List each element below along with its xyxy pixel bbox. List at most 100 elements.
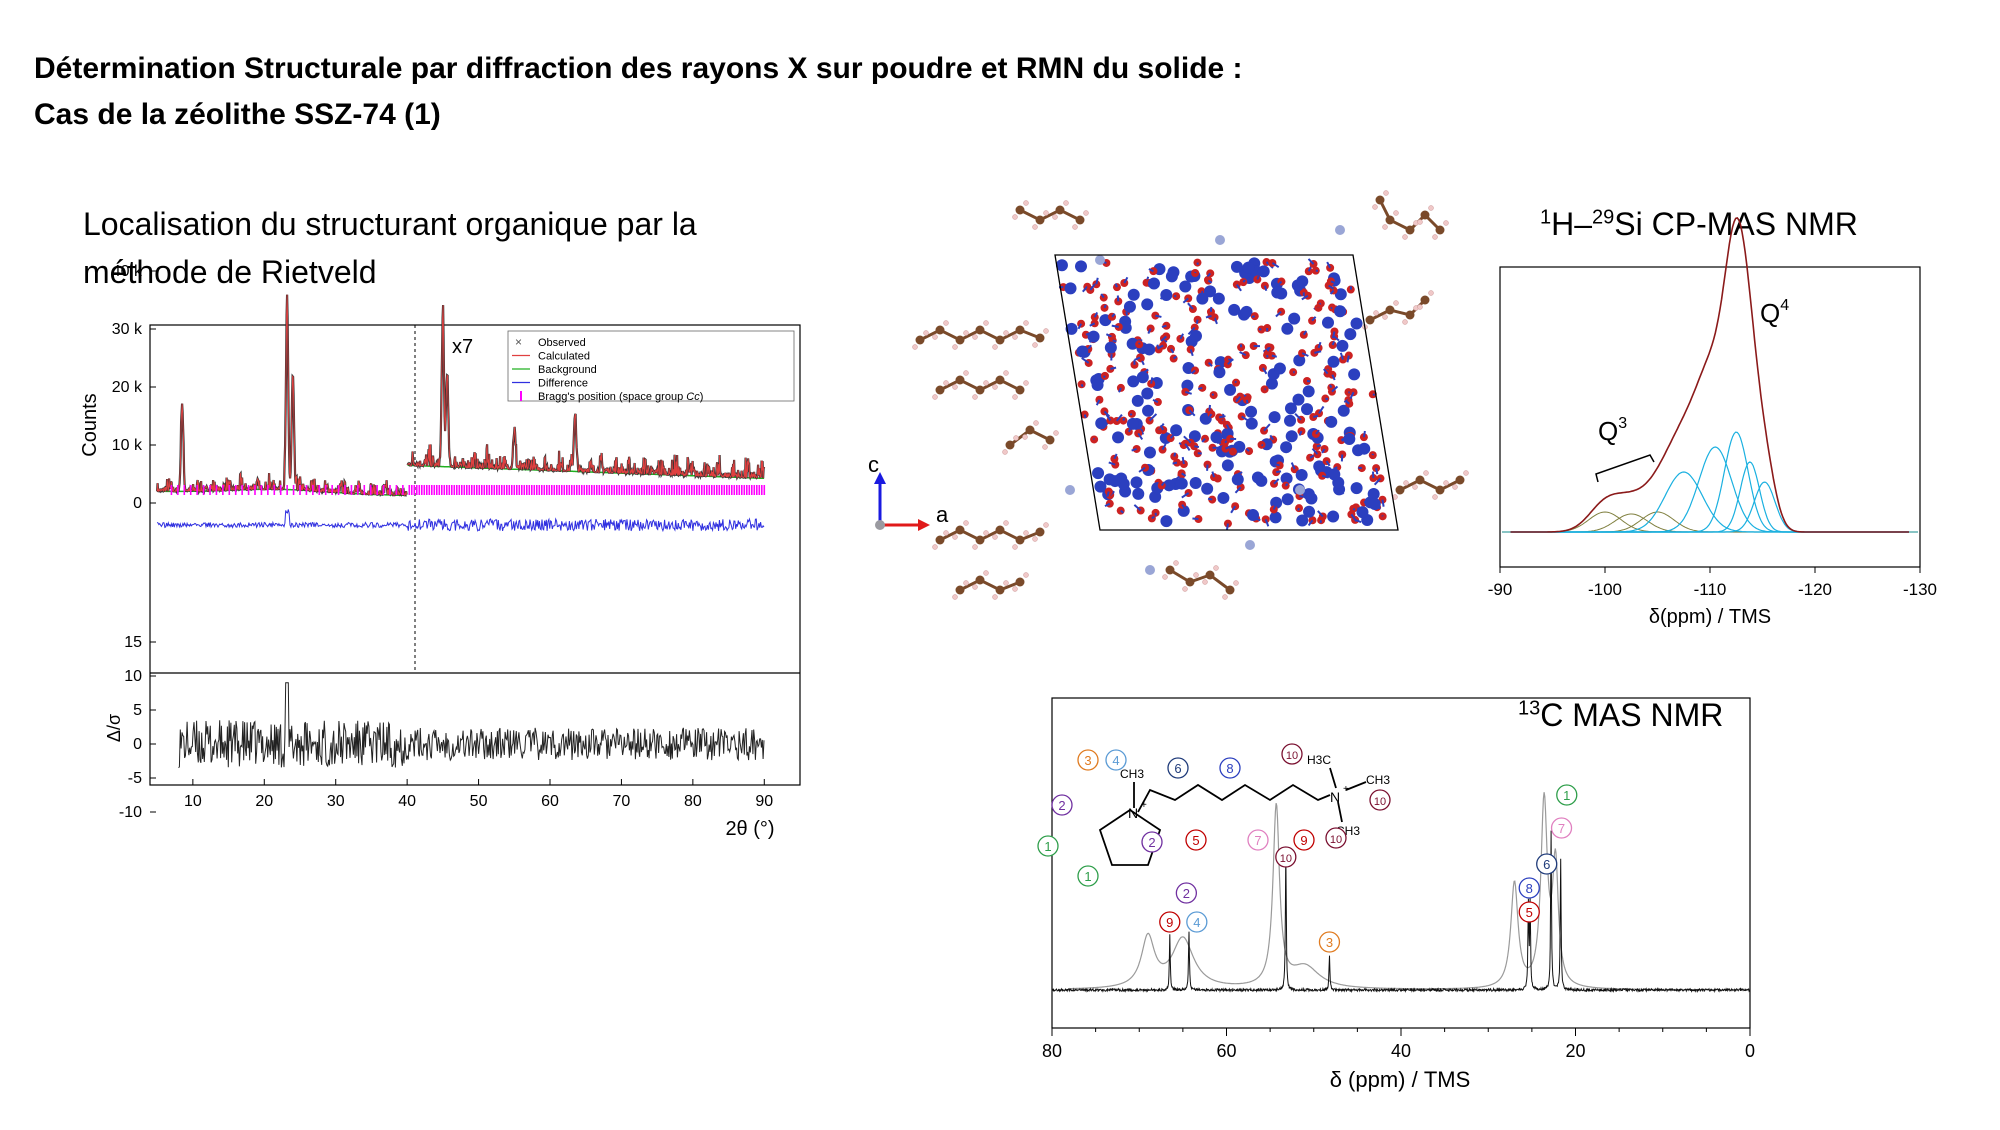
ch3-right: CH3 bbox=[1366, 773, 1390, 787]
silicon-atom bbox=[1343, 432, 1356, 445]
silicon-atom bbox=[1321, 316, 1334, 329]
hydrogen-atom bbox=[1003, 370, 1009, 376]
framework-bond bbox=[1263, 423, 1271, 432]
carbon-atom bbox=[1420, 210, 1430, 220]
hydrogen-atom bbox=[1173, 560, 1179, 566]
hydrogen-atom bbox=[1033, 420, 1039, 426]
framework-bond bbox=[1333, 335, 1340, 342]
molecule-label-text: 4 bbox=[1112, 753, 1119, 768]
framework-bond bbox=[1170, 348, 1175, 354]
framework-bond bbox=[1103, 410, 1111, 418]
framework-bond bbox=[1114, 283, 1118, 288]
silicon-atom bbox=[1231, 473, 1244, 486]
hydrogen-atom bbox=[963, 520, 969, 526]
c-nmr-xlabel: δ (ppm) / TMS bbox=[1330, 1067, 1471, 1092]
carbon-atom bbox=[1435, 225, 1445, 235]
peak-label-text: 9 bbox=[1166, 915, 1173, 930]
carbon-atom bbox=[975, 535, 985, 545]
framework-bond bbox=[1112, 339, 1117, 343]
silicon-atom bbox=[1127, 288, 1140, 301]
peak-label-circle bbox=[1518, 901, 1540, 923]
peak-label-text: 4 bbox=[1193, 915, 1200, 930]
hydrogen-atom bbox=[1372, 204, 1378, 210]
slide-title-line1: Détermination Structurale par diffractio… bbox=[34, 52, 1243, 85]
oxygen-atom bbox=[1349, 504, 1358, 513]
silicon-atom bbox=[1131, 394, 1144, 407]
framework-bond bbox=[1134, 356, 1141, 361]
hydrogen-atom bbox=[1393, 300, 1399, 306]
framework-bond bbox=[1225, 445, 1233, 450]
framework-bond bbox=[1161, 324, 1167, 328]
oxygen-atom bbox=[1303, 377, 1312, 386]
legend-box bbox=[507, 330, 795, 402]
oxygen-atom bbox=[1299, 288, 1308, 297]
framework-bond bbox=[1256, 275, 1260, 280]
framework-bond bbox=[1316, 444, 1322, 448]
unit-cell-outline bbox=[1054, 254, 1399, 531]
carbon-atom bbox=[1375, 195, 1385, 205]
chain-bond bbox=[959, 578, 1021, 592]
silicon-atom bbox=[1358, 442, 1371, 455]
hydrogen-atom bbox=[1083, 210, 1089, 216]
carbon-atom bbox=[955, 525, 965, 535]
oxygen-atom bbox=[1208, 443, 1217, 452]
h3c-label: H3C bbox=[1307, 753, 1331, 767]
oxygen-atom bbox=[1369, 474, 1378, 483]
hydrogen-atom bbox=[1012, 544, 1018, 550]
silicon-atom bbox=[1245, 405, 1258, 418]
hydrogen-atom bbox=[1002, 449, 1008, 455]
silicon-atom bbox=[1092, 467, 1105, 480]
framework-bond bbox=[1103, 304, 1107, 309]
molecule-label-text: 2 bbox=[1058, 798, 1065, 813]
carbon-atom bbox=[995, 525, 1005, 535]
silicon-atom bbox=[1112, 431, 1125, 444]
framework-bond bbox=[1157, 344, 1164, 349]
x-tick-label: -130 bbox=[1903, 580, 1937, 599]
framework-bond bbox=[1208, 404, 1212, 412]
carbon-atom bbox=[995, 375, 1005, 385]
framework-bond bbox=[1331, 331, 1336, 339]
silicon-atom bbox=[1201, 482, 1214, 495]
lower-y-tick-label: 15 bbox=[124, 634, 142, 651]
hydrogen-atom bbox=[1463, 470, 1469, 476]
silicon-atom bbox=[1213, 366, 1226, 379]
silicon-atom bbox=[1165, 270, 1178, 283]
framework-bond bbox=[1207, 361, 1213, 367]
silicon-atom bbox=[1327, 355, 1340, 368]
organic-chain bbox=[952, 570, 1029, 600]
oxygen-atom bbox=[1275, 461, 1284, 470]
nitrogen-atom bbox=[1295, 485, 1305, 495]
difference-series bbox=[156, 509, 765, 533]
x-tick-label: -100 bbox=[1588, 580, 1622, 599]
carbon-atom bbox=[975, 385, 985, 395]
rietveld-annotation-x7: x7 bbox=[452, 336, 473, 358]
framework-bond bbox=[1319, 519, 1323, 524]
framework-bond bbox=[1322, 368, 1329, 375]
organic-chain bbox=[912, 320, 1049, 350]
framework-bond bbox=[1284, 483, 1289, 487]
framework-bond bbox=[1173, 355, 1178, 360]
peak-label-3: 3 bbox=[1318, 931, 1341, 953]
peak-label-text: 5 bbox=[1526, 905, 1533, 920]
framework-bond bbox=[1264, 518, 1270, 527]
carbon-atom bbox=[935, 535, 945, 545]
q3-label: Q3 bbox=[1598, 415, 1627, 446]
carbon-atom bbox=[1455, 475, 1465, 485]
hydrogen-atom bbox=[963, 580, 969, 586]
legend-marker: × bbox=[515, 335, 522, 349]
hydrogen-atom bbox=[972, 334, 978, 340]
ch3-left: CH3 bbox=[1120, 767, 1144, 781]
hydrogen-atom bbox=[1233, 580, 1239, 586]
silicon-atom bbox=[1245, 417, 1258, 430]
x-tick-label: 40 bbox=[1391, 1041, 1411, 1061]
framework-bond bbox=[1234, 380, 1237, 384]
molecule-label-circle bbox=[1037, 835, 1059, 857]
silicon-atom bbox=[1230, 260, 1243, 273]
n-plus: + bbox=[1141, 800, 1147, 811]
silicon-atom bbox=[1132, 487, 1145, 500]
framework-bond bbox=[1184, 443, 1191, 451]
si-nmr-chart: δ(ppm) / TMS -90 -100 -110 -120 -130 Q4 Q3 bbox=[1488, 216, 1937, 628]
framework-bond bbox=[1173, 452, 1177, 457]
framework-bond bbox=[1373, 477, 1382, 486]
silicon-atom bbox=[1104, 341, 1117, 354]
